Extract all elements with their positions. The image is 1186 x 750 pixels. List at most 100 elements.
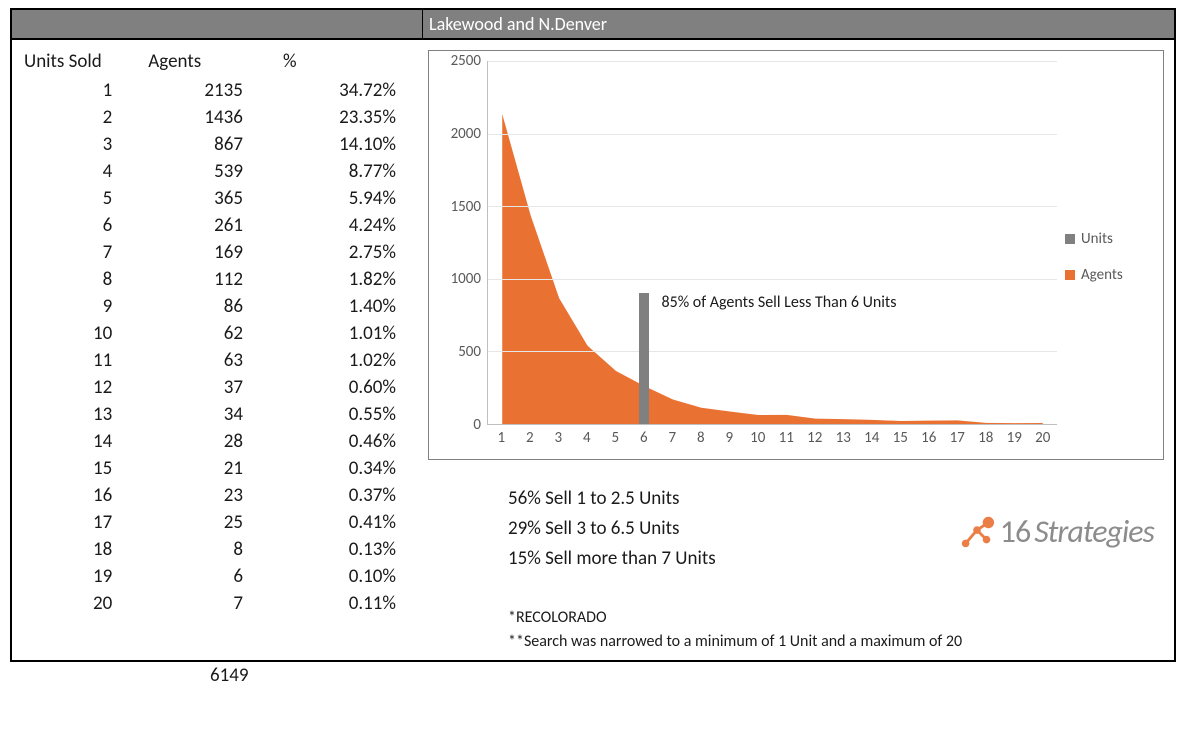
cell-percent: 2.75% [277,239,422,266]
stat-line-1: 56% Sell 1 to 2.5 Units [508,484,1164,514]
cell-units: 18 [18,536,142,563]
cell-agents: 261 [142,212,277,239]
cell-percent: 4.24% [277,212,422,239]
cell-units: 3 [18,131,142,158]
chart-xtick: 1 [497,429,505,447]
table-total: 6149 [210,662,1176,687]
cell-percent: 1.01% [277,320,422,347]
table-row: 2070.11% [18,590,422,617]
logo: 16 Strategies [958,512,1154,551]
table-row: 14280.46% [18,428,422,455]
chart-xtick: 7 [668,429,676,447]
cell-agents: 37 [142,374,277,401]
cell-agents: 7 [142,590,277,617]
chart-annotation-bar [639,293,649,424]
cell-units: 15 [18,455,142,482]
cell-percent: 0.37% [277,482,422,509]
chart-box: 05001000150020002500 85% of Agents Sell … [428,50,1164,460]
cell-units: 5 [18,185,142,212]
cell-agents: 21 [142,455,277,482]
data-table-area: Units Sold Agents % 1213534.72%2143623.3… [12,40,422,660]
cell-agents: 112 [142,266,277,293]
cell-units: 12 [18,374,142,401]
table-row: 53655.94% [18,185,422,212]
legend-label-agents: Agents [1081,266,1123,284]
table-row: 15210.34% [18,455,422,482]
cell-percent: 34.72% [277,77,422,104]
data-table: Units Sold Agents % 1213534.72%2143623.3… [18,46,422,617]
chart-xtick: 8 [697,429,705,447]
cell-units: 1 [18,77,142,104]
cell-agents: 86 [142,293,277,320]
cell-agents: 6 [142,563,277,590]
chart-xtick: 11 [779,429,794,447]
cell-units: 7 [18,239,142,266]
cell-agents: 28 [142,428,277,455]
legend-label-units: Units [1081,230,1113,248]
chart-gridline [488,279,1057,280]
chart-gridline [488,134,1057,135]
chart-legend: Units Agents [1057,61,1155,453]
header-row: Lakewood and N.Denver [12,10,1174,40]
chart-xtick: 18 [978,429,993,447]
chart-xtick: 6 [640,429,648,447]
chart-xtick: 20 [1035,429,1050,447]
cell-units: 14 [18,428,142,455]
below-chart-text: 56% Sell 1 to 2.5 Units 29% Sell 3 to 6.… [428,484,1164,654]
cell-percent: 23.35% [277,104,422,131]
cell-agents: 539 [142,158,277,185]
table-row: 71692.75% [18,239,422,266]
cell-units: 11 [18,347,142,374]
chart-xtick: 14 [864,429,879,447]
cell-percent: 1.82% [277,266,422,293]
chart-xtick: 19 [1007,429,1022,447]
legend-swatch-agents [1065,270,1075,280]
chart-ytick: 1500 [451,198,481,216]
cell-units: 4 [18,158,142,185]
cell-units: 13 [18,401,142,428]
cell-units: 2 [18,104,142,131]
cell-percent: 0.41% [277,509,422,536]
cell-percent: 0.55% [277,401,422,428]
col-agents: Agents [142,46,277,77]
cell-percent: 1.40% [277,293,422,320]
cell-agents: 62 [142,320,277,347]
cell-percent: 5.94% [277,185,422,212]
table-row: 386714.10% [18,131,422,158]
cell-percent: 8.77% [277,158,422,185]
table-row: 1880.13% [18,536,422,563]
chart-gridline [488,351,1057,352]
chart-xtick: 13 [836,429,851,447]
cell-percent: 0.13% [277,536,422,563]
logo-icon [958,513,996,551]
table-row: 45398.77% [18,158,422,185]
cell-units: 19 [18,563,142,590]
chart-xaxis: 1234567891011121314151617181920 [487,425,1057,453]
chart-xtick: 16 [921,429,936,447]
cell-agents: 63 [142,347,277,374]
col-percent: % [277,46,422,77]
legend-units: Units [1065,230,1155,248]
chart-yaxis: 05001000150020002500 [437,61,487,425]
table-row: 13340.55% [18,401,422,428]
chart-xtick: 15 [893,429,908,447]
cell-agents: 1436 [142,104,277,131]
chart-plot: 85% of Agents Sell Less Than 6 Units [487,61,1057,425]
table-row: 12370.60% [18,374,422,401]
cell-percent: 0.46% [277,428,422,455]
chart-xtick: 17 [950,429,965,447]
chart-ytick: 1000 [451,270,481,288]
header-spacer [12,10,423,38]
table-row: 16230.37% [18,482,422,509]
logo-number: 16 [1000,512,1030,551]
chart-gridline [488,61,1057,62]
cell-units: 9 [18,293,142,320]
table-row: 1213534.72% [18,77,422,104]
chart-ytick: 2000 [451,125,481,143]
chart-area-series [488,61,1057,424]
chart-xtick: 10 [750,429,765,447]
table-row: 62614.24% [18,212,422,239]
footnote-1: *RECOLORADO [508,606,1164,630]
table-row: 11631.02% [18,347,422,374]
cell-agents: 867 [142,131,277,158]
